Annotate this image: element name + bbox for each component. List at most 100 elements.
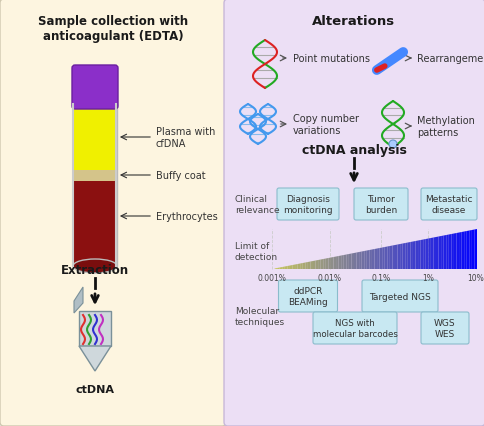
Polygon shape — [274, 268, 276, 269]
Polygon shape — [438, 236, 440, 269]
Polygon shape — [358, 252, 361, 269]
Text: 0.001%: 0.001% — [257, 273, 286, 282]
Text: 0.1%: 0.1% — [371, 273, 390, 282]
Polygon shape — [473, 230, 476, 269]
Polygon shape — [356, 253, 358, 269]
Polygon shape — [333, 257, 335, 269]
Text: Molecular
techniques: Molecular techniques — [235, 307, 285, 326]
Polygon shape — [322, 259, 325, 269]
Polygon shape — [346, 254, 348, 269]
Polygon shape — [300, 263, 302, 269]
Polygon shape — [353, 253, 356, 269]
Text: Buffy coat: Buffy coat — [156, 170, 205, 181]
Polygon shape — [389, 246, 392, 269]
Bar — [73, 105, 117, 266]
Text: Rearrangements: Rearrangements — [416, 54, 484, 64]
Polygon shape — [310, 262, 312, 269]
Polygon shape — [402, 243, 405, 269]
Polygon shape — [351, 253, 353, 269]
Text: Metastatic
disease: Metastatic disease — [424, 195, 472, 214]
Text: Targeted NGS: Targeted NGS — [368, 292, 430, 301]
Polygon shape — [74, 287, 83, 313]
Text: Plasma with
cfDNA: Plasma with cfDNA — [156, 127, 215, 148]
Text: Extraction: Extraction — [61, 263, 129, 276]
Polygon shape — [289, 265, 292, 269]
Polygon shape — [297, 264, 300, 269]
Text: ctDNA analysis: ctDNA analysis — [301, 144, 406, 157]
Polygon shape — [343, 255, 346, 269]
Polygon shape — [276, 268, 279, 269]
Text: NGS with
molecular barcodes: NGS with molecular barcodes — [312, 319, 396, 338]
Polygon shape — [340, 256, 343, 269]
Text: Methylation
patterns: Methylation patterns — [416, 116, 474, 138]
Polygon shape — [466, 231, 469, 269]
Polygon shape — [387, 246, 389, 269]
Polygon shape — [338, 256, 340, 269]
FancyBboxPatch shape — [361, 280, 437, 312]
Polygon shape — [425, 239, 427, 269]
Polygon shape — [443, 236, 445, 269]
Polygon shape — [461, 232, 463, 269]
Polygon shape — [405, 243, 407, 269]
FancyBboxPatch shape — [420, 312, 468, 344]
Polygon shape — [318, 260, 320, 269]
Polygon shape — [433, 237, 435, 269]
Bar — [73, 105, 117, 170]
Polygon shape — [325, 259, 328, 269]
Polygon shape — [458, 233, 461, 269]
Polygon shape — [415, 241, 417, 269]
Polygon shape — [361, 251, 363, 269]
Polygon shape — [455, 233, 458, 269]
Text: ddPCR
BEAMing: ddPCR BEAMing — [287, 287, 327, 306]
FancyBboxPatch shape — [312, 312, 396, 344]
Polygon shape — [463, 231, 466, 269]
Bar — [79, 311, 111, 346]
Polygon shape — [409, 242, 412, 269]
Polygon shape — [315, 260, 318, 269]
Polygon shape — [371, 249, 374, 269]
Polygon shape — [366, 250, 369, 269]
Polygon shape — [328, 258, 330, 269]
Polygon shape — [307, 262, 310, 269]
Polygon shape — [453, 233, 455, 269]
Polygon shape — [394, 245, 397, 269]
Polygon shape — [312, 261, 315, 269]
Polygon shape — [397, 245, 399, 269]
Text: 10%: 10% — [467, 273, 484, 282]
Polygon shape — [374, 249, 376, 269]
Polygon shape — [284, 266, 287, 269]
Polygon shape — [427, 239, 430, 269]
Polygon shape — [384, 247, 387, 269]
Polygon shape — [407, 242, 409, 269]
Text: ctDNA: ctDNA — [76, 384, 114, 394]
Polygon shape — [417, 240, 420, 269]
Polygon shape — [302, 263, 305, 269]
Polygon shape — [392, 245, 394, 269]
Polygon shape — [287, 266, 289, 269]
Circle shape — [388, 141, 396, 149]
Text: 1%: 1% — [421, 273, 433, 282]
Text: WGS
WES: WGS WES — [433, 319, 455, 338]
Bar — [73, 170, 117, 181]
Polygon shape — [440, 236, 443, 269]
Text: 0.01%: 0.01% — [318, 273, 341, 282]
Text: Clinical
relevance: Clinical relevance — [235, 195, 279, 214]
Polygon shape — [279, 268, 282, 269]
Polygon shape — [363, 251, 366, 269]
Polygon shape — [399, 244, 402, 269]
FancyBboxPatch shape — [0, 0, 226, 426]
Polygon shape — [445, 235, 448, 269]
Polygon shape — [412, 242, 415, 269]
Text: Copy number
variations: Copy number variations — [292, 114, 358, 135]
Polygon shape — [305, 262, 307, 269]
Polygon shape — [330, 257, 333, 269]
FancyBboxPatch shape — [224, 0, 484, 426]
Text: Sample collection with
anticoagulant (EDTA): Sample collection with anticoagulant (ED… — [38, 15, 188, 43]
Polygon shape — [79, 346, 111, 371]
Polygon shape — [294, 265, 297, 269]
Polygon shape — [348, 254, 351, 269]
Ellipse shape — [73, 259, 117, 273]
Polygon shape — [320, 259, 322, 269]
FancyBboxPatch shape — [276, 189, 338, 221]
Polygon shape — [469, 230, 471, 269]
